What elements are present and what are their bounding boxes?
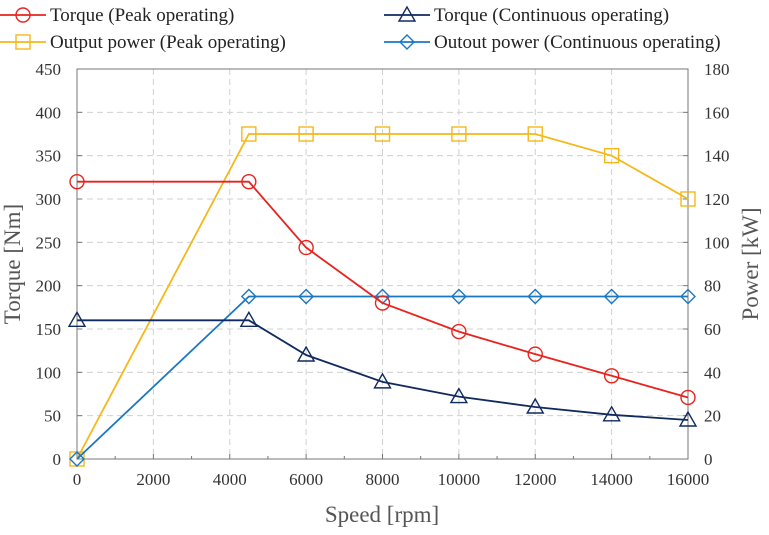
data-point xyxy=(603,368,620,384)
y-right-tick-label: 0 xyxy=(704,450,713,469)
legend-label: Output power (Peak operating) xyxy=(50,32,286,53)
y-left-tick-label: 200 xyxy=(36,277,62,296)
series-line xyxy=(76,133,689,460)
data-point xyxy=(680,191,696,207)
y-left-tick-label: 50 xyxy=(44,407,61,426)
y-left-tick-label: 300 xyxy=(36,190,62,209)
x-tick-label: 4000 xyxy=(213,470,247,489)
data-point xyxy=(451,323,467,340)
x-axis-title: Speed [rpm] xyxy=(325,502,439,527)
data-point xyxy=(451,126,467,142)
y-right-tick-label: 160 xyxy=(704,103,730,122)
x-axis-ticks: 0 2000 4000 6000 8000 10000 12000 14000 16000 xyxy=(73,454,710,489)
data-point xyxy=(239,310,259,328)
y-axis-right-ticks: 0 20 40 60 80 100 120 140 160 180 xyxy=(683,60,730,469)
data-point xyxy=(603,288,620,305)
legend-marker xyxy=(15,7,31,23)
y-left-tick-label: 0 xyxy=(53,450,62,469)
data-point xyxy=(526,397,545,414)
data-point xyxy=(527,126,543,142)
data-point xyxy=(67,310,87,328)
legend: Torque (Peak operating) Torque (Continuou… xyxy=(0,5,721,53)
series-0 xyxy=(69,173,696,406)
data-point xyxy=(602,405,621,422)
y-axis-right-title: Power [kW] xyxy=(738,207,763,320)
data-point xyxy=(374,126,391,142)
series-line xyxy=(77,319,689,421)
legend-item: Torque (Peak operating) xyxy=(0,5,234,26)
y-left-tick-label: 250 xyxy=(36,233,62,252)
data-point xyxy=(240,288,257,305)
y-axis-left-title: Torque [Nm] xyxy=(0,204,25,324)
data-point xyxy=(296,345,316,362)
data-point xyxy=(527,288,544,305)
data-point xyxy=(449,387,469,404)
legend-marker xyxy=(399,34,415,50)
y-axis-left-ticks: 0 50 100 150 200 250 300 350 400 450 xyxy=(36,60,82,469)
data-point xyxy=(678,410,698,427)
legend-marker xyxy=(397,5,417,22)
x-tick-label: 12000 xyxy=(514,470,557,489)
y-left-tick-label: 150 xyxy=(36,320,62,339)
x-tick-label: 14000 xyxy=(590,470,633,489)
y-right-tick-label: 120 xyxy=(704,190,730,209)
y-right-tick-label: 20 xyxy=(704,407,721,426)
data-point xyxy=(69,451,85,467)
x-tick-label: 2000 xyxy=(136,470,170,489)
legend-label: Outout power (Continuous operating) xyxy=(434,32,721,53)
x-tick-label: 6000 xyxy=(289,470,323,489)
data-point xyxy=(374,295,391,311)
data-point xyxy=(527,346,543,362)
series-line xyxy=(76,295,688,460)
y-left-tick-label: 350 xyxy=(36,147,62,166)
data-point xyxy=(450,288,467,305)
data-point xyxy=(680,288,696,305)
legend-marker xyxy=(15,34,31,50)
y-right-tick-label: 180 xyxy=(704,60,730,79)
data-point xyxy=(373,372,392,389)
series-1 xyxy=(67,310,698,427)
data-point xyxy=(241,126,257,142)
data-point xyxy=(298,288,315,305)
data-point xyxy=(69,173,85,190)
y-left-tick-label: 450 xyxy=(36,60,62,79)
data-point xyxy=(298,126,314,142)
legend-label: Torque (Peak operating) xyxy=(50,5,234,26)
legend-item: Outout power (Continuous operating) xyxy=(384,32,721,53)
data-point xyxy=(680,389,696,406)
x-tick-label: 10000 xyxy=(438,470,481,489)
legend-item: Output power (Peak operating) xyxy=(0,32,286,53)
data-point xyxy=(241,173,257,190)
legend-item: Torque (Continuous operating) xyxy=(384,5,669,26)
x-tick-label: 0 xyxy=(73,470,82,489)
legend-label: Torque (Continuous operating) xyxy=(434,5,669,26)
y-left-tick-label: 400 xyxy=(36,103,62,122)
y-left-tick-label: 100 xyxy=(36,363,62,382)
x-tick-label: 8000 xyxy=(366,470,400,489)
series-layer xyxy=(67,126,698,467)
series-line xyxy=(77,180,689,399)
y-right-tick-label: 80 xyxy=(704,277,721,296)
data-point xyxy=(298,239,314,256)
y-right-tick-label: 40 xyxy=(704,363,721,382)
y-right-tick-label: 60 xyxy=(704,320,721,339)
data-point xyxy=(603,147,620,164)
x-tick-label: 16000 xyxy=(667,470,710,489)
y-right-tick-label: 100 xyxy=(704,233,730,252)
series-2 xyxy=(69,126,696,467)
y-right-tick-label: 140 xyxy=(704,147,730,166)
